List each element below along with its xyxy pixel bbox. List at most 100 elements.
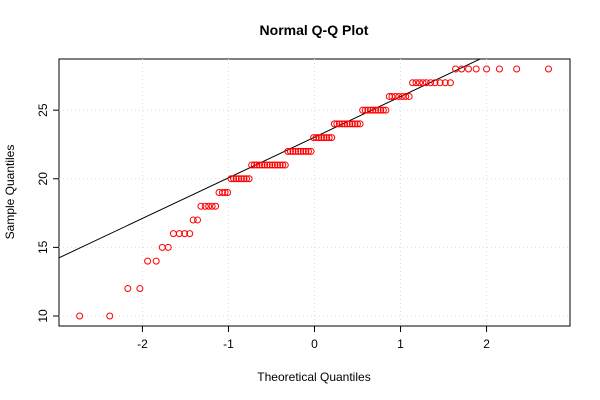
point bbox=[169, 230, 177, 238]
x-tick-label: -1 bbox=[223, 337, 234, 351]
point bbox=[372, 106, 380, 114]
chart-title: Normal Q-Q Plot bbox=[260, 22, 369, 38]
point bbox=[175, 230, 183, 238]
point bbox=[427, 79, 435, 87]
point bbox=[152, 257, 160, 265]
point bbox=[395, 92, 403, 100]
point bbox=[409, 79, 417, 87]
point bbox=[330, 120, 338, 128]
point bbox=[422, 79, 430, 87]
point bbox=[335, 120, 343, 128]
y-tick-label: 25 bbox=[36, 103, 50, 117]
plot-area bbox=[59, 59, 552, 320]
point bbox=[483, 65, 491, 73]
point bbox=[218, 189, 226, 196]
point bbox=[338, 120, 346, 128]
point bbox=[201, 202, 209, 210]
point bbox=[197, 202, 205, 210]
point bbox=[377, 106, 385, 114]
point bbox=[299, 147, 307, 155]
point bbox=[189, 216, 197, 224]
point bbox=[221, 189, 229, 196]
point bbox=[366, 106, 374, 114]
point bbox=[379, 106, 387, 114]
point bbox=[317, 134, 325, 142]
point bbox=[431, 79, 439, 87]
point bbox=[302, 147, 310, 155]
point bbox=[388, 92, 396, 100]
x-axis-label: Theoretical Quantiles bbox=[257, 370, 370, 384]
point bbox=[181, 230, 189, 238]
point bbox=[205, 202, 213, 210]
point bbox=[248, 161, 256, 169]
y-tick-label: 20 bbox=[36, 172, 50, 186]
point bbox=[164, 243, 172, 251]
point bbox=[250, 161, 258, 169]
point bbox=[320, 134, 328, 142]
point bbox=[359, 106, 367, 114]
point bbox=[106, 312, 114, 320]
point bbox=[348, 120, 356, 128]
x-tick-label: 0 bbox=[311, 337, 318, 351]
point bbox=[261, 161, 269, 169]
point bbox=[364, 106, 372, 114]
point bbox=[369, 106, 377, 114]
point bbox=[158, 243, 166, 251]
point bbox=[268, 161, 276, 169]
point bbox=[472, 65, 480, 73]
reference-line bbox=[59, 59, 482, 259]
point bbox=[341, 120, 349, 128]
point bbox=[310, 134, 318, 142]
point bbox=[136, 285, 144, 293]
point bbox=[446, 79, 454, 87]
point bbox=[405, 92, 413, 100]
point bbox=[276, 161, 284, 169]
point bbox=[458, 65, 466, 73]
point bbox=[232, 175, 240, 183]
x-tick-label: 2 bbox=[483, 337, 490, 351]
point bbox=[255, 161, 263, 169]
point bbox=[294, 147, 302, 155]
y-axis-label: Sample Quantiles bbox=[3, 145, 17, 240]
point bbox=[323, 134, 331, 142]
y-tick-label: 15 bbox=[36, 240, 50, 254]
point bbox=[230, 175, 238, 183]
point bbox=[343, 120, 351, 128]
point bbox=[304, 147, 312, 155]
point bbox=[208, 202, 216, 210]
point bbox=[289, 147, 297, 155]
point bbox=[284, 147, 292, 155]
point bbox=[266, 161, 274, 169]
x-tick-label: 1 bbox=[397, 337, 404, 351]
point bbox=[419, 79, 427, 87]
point bbox=[271, 161, 279, 169]
point bbox=[346, 120, 354, 128]
point bbox=[402, 92, 410, 100]
point bbox=[144, 257, 152, 265]
point bbox=[354, 120, 362, 128]
point bbox=[240, 175, 248, 183]
point bbox=[325, 134, 333, 142]
point bbox=[292, 147, 300, 155]
point bbox=[281, 161, 289, 169]
point bbox=[186, 230, 194, 238]
point bbox=[258, 161, 266, 169]
point bbox=[224, 189, 232, 196]
point bbox=[297, 147, 305, 155]
point bbox=[544, 65, 552, 73]
point bbox=[495, 65, 503, 73]
point bbox=[315, 134, 323, 142]
point bbox=[312, 134, 320, 142]
point bbox=[212, 202, 220, 210]
point bbox=[464, 65, 472, 73]
point bbox=[237, 175, 245, 183]
x-tick-label: -2 bbox=[137, 337, 148, 351]
point bbox=[351, 120, 359, 128]
point bbox=[441, 79, 449, 87]
point bbox=[227, 175, 235, 183]
point bbox=[513, 65, 521, 73]
point bbox=[307, 147, 315, 155]
point bbox=[194, 216, 202, 224]
